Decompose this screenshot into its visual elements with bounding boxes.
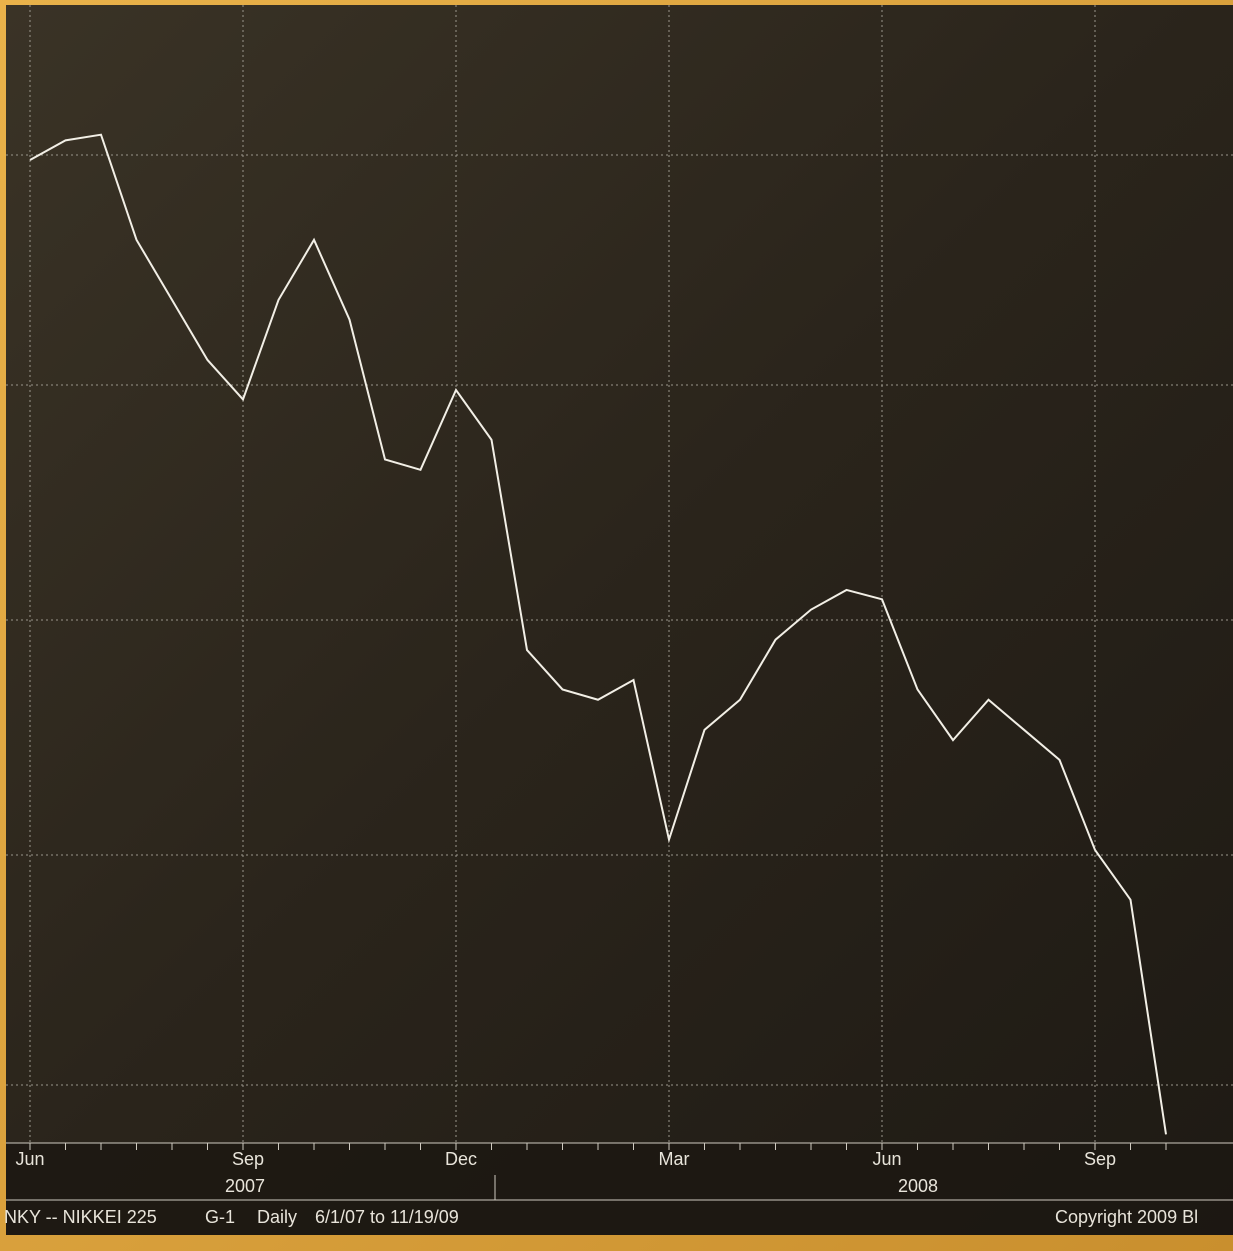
price-line: [29, 133, 1167, 1135]
footer-text: Daily: [257, 1207, 297, 1227]
footer-text: NKY -- NIKKEI 225: [4, 1207, 157, 1227]
year-label: 2008: [898, 1176, 938, 1196]
year-label: 2007: [225, 1176, 265, 1196]
x-tick-label: Dec: [445, 1149, 477, 1169]
footer-text: Copyright 2009 Bl: [1055, 1207, 1198, 1227]
footer-text: G-1: [205, 1207, 235, 1227]
plot-background: [6, 5, 1233, 1235]
footer-text: 6/1/07 to 11/19/09: [315, 1207, 459, 1227]
x-tick-label: Mar: [659, 1149, 690, 1169]
x-tick-label: Sep: [1084, 1149, 1116, 1169]
x-tick-label: Jun: [872, 1149, 901, 1169]
x-tick-label: Jun: [15, 1149, 44, 1169]
axis-strip: [6, 1143, 1233, 1235]
x-tick-label: Sep: [232, 1149, 264, 1169]
